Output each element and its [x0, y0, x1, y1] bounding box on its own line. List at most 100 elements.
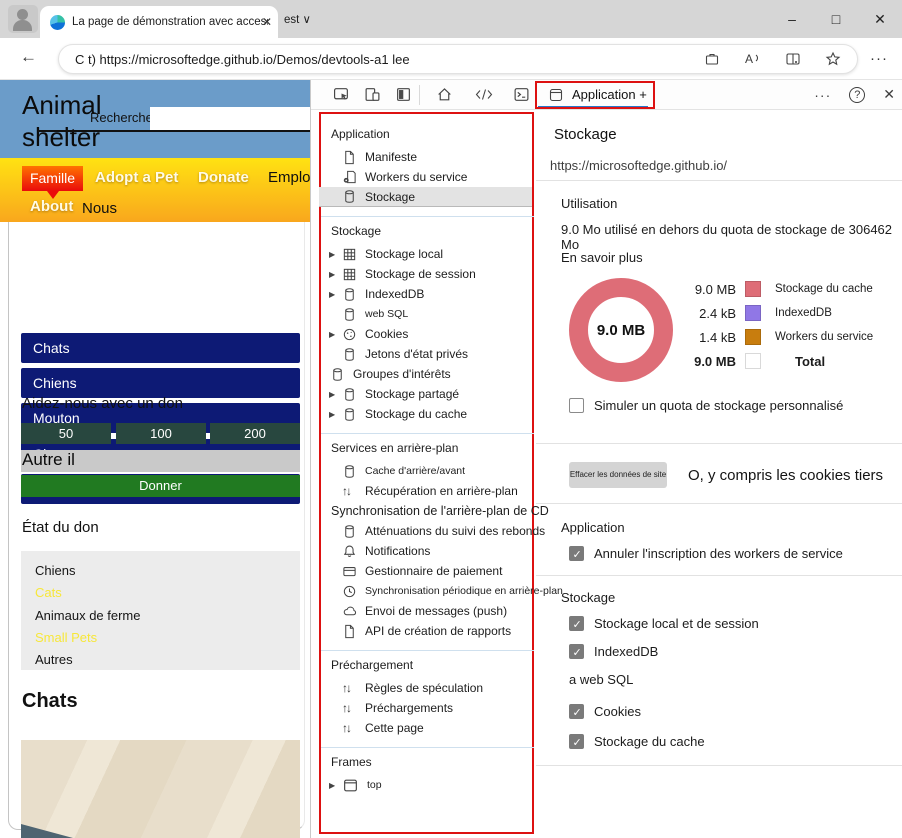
application-tab-underline — [538, 106, 648, 109]
page-header: Animal shelter Recherche — [0, 80, 310, 158]
database-icon — [333, 367, 342, 381]
local-session-storage-row: Stockage local et de session — [569, 616, 759, 631]
nav-item-about[interactable]: About — [30, 198, 74, 215]
svg-text:A: A — [745, 52, 753, 66]
tree-item-prechargements[interactable]: ↑↓ Préchargements — [342, 701, 454, 715]
minimize-button[interactable]: – — [788, 11, 796, 27]
service-worker-icon — [343, 170, 356, 183]
tree-section-stockage: Stockage — [331, 224, 382, 238]
tree-item-cette-page[interactable]: ↑↓ Cette page — [342, 721, 424, 735]
donut-center-label: 9.0 MB — [596, 321, 646, 339]
category-button-chiens[interactable]: Chiens — [21, 368, 300, 398]
tab-title: La page de démonstration avec accessibil… — [72, 16, 268, 28]
updown-icon: ↑↓ — [342, 701, 352, 715]
url-field[interactable]: C t) https://microsoftedge.github.io/Dem… — [58, 44, 858, 74]
close-button[interactable]: ✕ — [874, 10, 886, 27]
cookies-row: Cookies — [569, 704, 641, 719]
tree-item-cache-arriere-avant[interactable]: Cache d'arrière/avant — [329, 461, 532, 481]
nav-item-emplois[interactable]: Emplois — [268, 169, 310, 186]
favorites-star-icon[interactable] — [825, 51, 841, 67]
sources-code-icon[interactable] — [474, 86, 494, 103]
cache-storage-checkbox[interactable] — [569, 734, 584, 749]
updown-icon: ↑↓ — [342, 681, 352, 695]
tree-item-gestionnaire-paiement[interactable]: Gestionnaire de paiement — [329, 561, 532, 581]
third-party-cookies-label: O, y compris les cookies tiers — [688, 467, 884, 484]
window-controls: – □ ✕ — [770, 0, 902, 38]
tree-item-top-frame[interactable]: ▶ top — [329, 775, 532, 795]
devtools-body: Application Manifeste Workers du service… — [311, 110, 902, 838]
category-button-chats[interactable]: Chats — [21, 333, 300, 363]
usage-donut-chart: 9.0 MB — [569, 278, 673, 382]
tab-application[interactable]: Application + — [538, 80, 650, 109]
search-input[interactable] — [150, 107, 310, 130]
tree-item-jetons-etat-prives[interactable]: Jetons d'état privés — [329, 344, 532, 364]
tree-item-api-creation-rapports[interactable]: API de création de rapports — [329, 621, 532, 641]
tab-close-icon[interactable]: ✕ — [261, 15, 272, 29]
tree-item-groupes-interets[interactable]: Groupes d'intérêts — [317, 364, 532, 384]
nav-item-donate[interactable]: Donate — [198, 169, 249, 186]
indexeddb-checkbox[interactable] — [569, 644, 584, 659]
simulate-quota-checkbox[interactable] — [569, 398, 584, 413]
read-aloud-icon[interactable]: A — [744, 51, 761, 67]
back-icon[interactable]: ← — [20, 47, 37, 66]
browser-tab[interactable]: La page de démonstration avec accessibil… — [40, 6, 278, 38]
tree-divider — [321, 650, 534, 651]
clock-icon — [343, 585, 356, 597]
tree-item-stockage-du-cache[interactable]: ▶ Stockage du cache — [329, 407, 468, 421]
tree-item-manifeste[interactable]: Manifeste — [329, 147, 532, 167]
nav-item-nous[interactable]: Nous — [82, 200, 118, 217]
maximize-button[interactable]: □ — [831, 11, 841, 27]
tree-item-stockage[interactable]: Stockage — [318, 187, 532, 207]
tree-item-regles-speculation[interactable]: ↑↓ Règles de spéculation — [342, 681, 484, 695]
nav-item-famille[interactable]: Famille — [22, 166, 83, 191]
application-tree: Application Manifeste Workers du service… — [317, 112, 563, 834]
tree-item-stockage-session[interactable]: ▶ Stockage de session — [329, 267, 476, 281]
nav-item-adopt[interactable]: Adopt a Pet — [95, 169, 179, 186]
tree-item-workers-du-service[interactable]: Workers du service — [329, 167, 532, 187]
tree-item-cookies[interactable]: ▶ Cookies — [329, 327, 409, 341]
devtools-help-icon[interactable]: ? — [849, 86, 866, 103]
tree-item-web-sql[interactable]: web SQL — [329, 304, 532, 324]
cookies-checkbox[interactable] — [569, 704, 584, 719]
devtools-close-icon[interactable]: ✕ — [883, 86, 895, 102]
database-icon — [345, 287, 354, 301]
inspect-icon[interactable] — [333, 86, 350, 103]
tree-item-indexeddb[interactable]: ▶ IndexedDB — [329, 287, 425, 301]
tree-item-synchronisation-periodique[interactable]: Synchronisation périodique en arrière-pl… — [329, 581, 563, 601]
amount-button-200[interactable]: 200 — [210, 423, 300, 444]
legend-row-workers: 1.4 kB Workers du service — [699, 329, 874, 345]
tree-item-notifications[interactable]: Notifications — [329, 541, 532, 561]
learn-more-link[interactable]: En savoir plus — [561, 250, 643, 265]
devtools-more-icon[interactable]: ··· — [814, 86, 832, 103]
profile-avatar[interactable] — [8, 5, 38, 33]
updown-icon: ↑↓ — [342, 721, 352, 735]
settings-more-icon[interactable]: ··· — [870, 50, 888, 67]
tree-item-envoi-messages-push[interactable]: Envoi de messages (push) — [329, 601, 532, 621]
amount-button-100[interactable]: 100 — [116, 423, 206, 444]
other-amount-input[interactable]: Autre il — [21, 450, 300, 472]
tab-suffix-text: est ∨ — [284, 14, 311, 26]
tree-item-stockage-local[interactable]: ▶ Stockage local — [329, 247, 444, 261]
console-icon[interactable] — [513, 86, 530, 103]
dock-side-icon[interactable] — [395, 86, 412, 103]
local-session-storage-checkbox[interactable] — [569, 616, 584, 631]
welcome-home-icon[interactable] — [436, 86, 453, 103]
tree-section-frames: Frames — [331, 755, 372, 769]
donate-button[interactable]: Donner — [21, 475, 300, 497]
clear-site-data-button[interactable]: Effacer les données de site — [569, 462, 667, 488]
briefcase-icon[interactable] — [704, 51, 720, 67]
amount-button-50[interactable]: 50 — [21, 423, 111, 444]
application-section-header: Application — [561, 520, 625, 535]
split-screen-icon[interactable] — [785, 51, 801, 67]
tree-item-attenuations-suivi-rebonds[interactable]: Atténuations du suivi des rebonds — [329, 521, 545, 541]
storage-section-header: Stockage — [561, 590, 616, 605]
tree-item-recuperation-arriere-plan[interactable]: ↑↓ Récupération en arrière-plan — [342, 484, 518, 498]
divider — [536, 180, 902, 181]
tree-item-stockage-partage[interactable]: ▶ Stockage partagé — [329, 387, 460, 401]
tree-item-synchronisation-arriere-plan[interactable]: Synchronisation de l'arrière-plan de CD — [331, 504, 549, 518]
divider — [536, 503, 902, 504]
status-item: Small Pets — [35, 630, 98, 645]
legend-row-indexeddb: 2.4 kB IndexedDB — [699, 305, 832, 321]
device-emulation-icon[interactable] — [364, 86, 381, 103]
unregister-workers-checkbox[interactable] — [569, 546, 584, 561]
